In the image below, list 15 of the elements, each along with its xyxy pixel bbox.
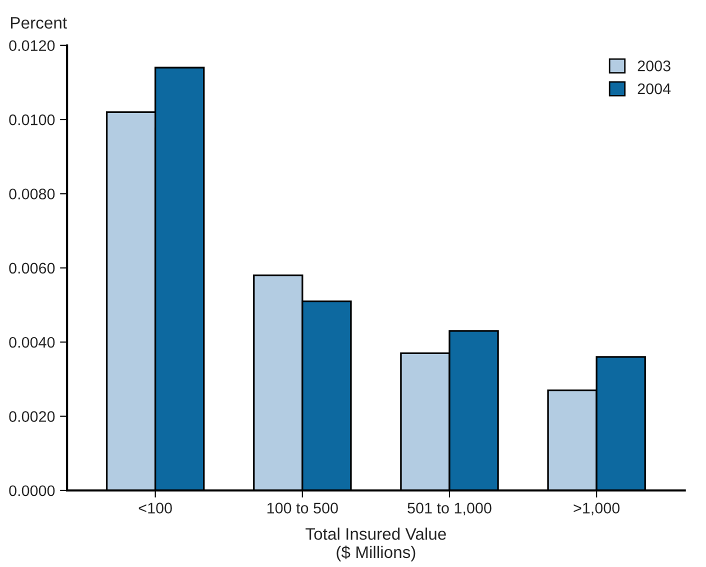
y-tick-label: 0.0040	[9, 336, 55, 348]
y-axis-title: Percent	[11, 17, 67, 29]
legend-label: 2004	[638, 83, 671, 94]
x-tick-label: 501 to 1,000	[408, 502, 492, 516]
y-tick-label: 0.0100	[9, 114, 55, 126]
x-tick-label: >1,000	[574, 502, 620, 516]
y-tick-label: 0.0080	[9, 188, 55, 200]
y-tick-label: 0.0020	[9, 411, 55, 422]
x-axis-title: Total Insured Value ($ Millions)	[306, 528, 446, 562]
x-tick-label: <100	[138, 502, 172, 514]
y-tick-label: 0.0120	[9, 40, 55, 52]
y-tick-label: 0.0060	[9, 262, 55, 274]
x-tick-label: 100 to 500	[267, 502, 338, 514]
y-tick-label: 0.0000	[9, 485, 55, 496]
legend-label: 2003	[638, 60, 670, 72]
